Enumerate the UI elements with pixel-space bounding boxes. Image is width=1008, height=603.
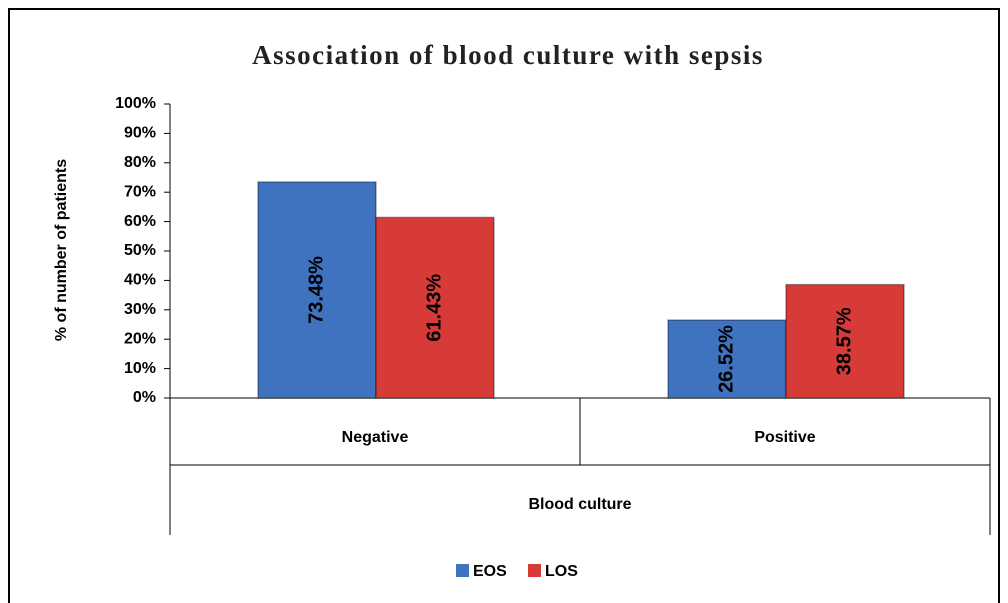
y-axis-title: % of number of patients: [53, 159, 70, 341]
y-tick-label: 0%: [133, 389, 156, 406]
x-axis-title: Blood culture: [528, 496, 631, 513]
y-tick-label: 60%: [124, 213, 156, 230]
bar: [667, 319, 787, 399]
y-tick-label: 50%: [124, 242, 156, 259]
y-tick-label: 80%: [124, 154, 156, 171]
legend-label: EOS: [473, 563, 507, 580]
data-label: 26.52%: [715, 325, 737, 393]
y-tick-label: 70%: [124, 183, 156, 200]
legend-swatch: [528, 564, 541, 577]
y-tick-label: 100%: [115, 95, 156, 112]
legend-label: LOS: [545, 563, 578, 580]
data-label: 61.43%: [423, 274, 445, 342]
legend-swatch: [456, 564, 469, 577]
y-tick-label: 30%: [124, 301, 156, 318]
y-tick-label: 10%: [124, 360, 156, 377]
data-label: 38.57%: [833, 307, 855, 375]
data-label: 73.48%: [305, 256, 327, 324]
y-tick-label: 40%: [124, 272, 156, 289]
bar: [375, 216, 495, 399]
bar: [785, 283, 905, 399]
y-tick-label: 90%: [124, 125, 156, 142]
x-tick-label: Positive: [754, 429, 815, 446]
y-tick-label: 20%: [124, 330, 156, 347]
chart-title: Association of blood culture with sepsis: [252, 40, 764, 70]
x-tick-label: Negative: [342, 429, 409, 446]
